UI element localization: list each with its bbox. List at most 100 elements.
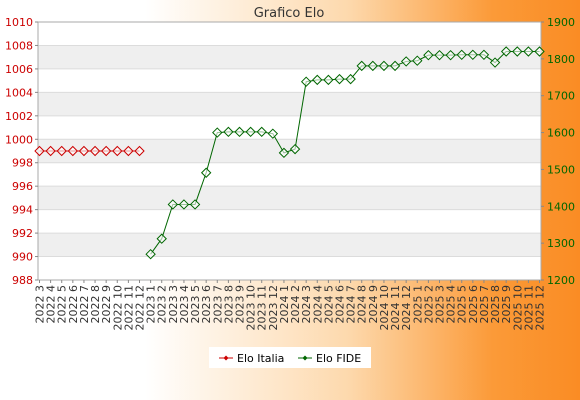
data-point bbox=[145, 248, 156, 260]
x-tick-label: 2023 3 bbox=[167, 285, 180, 324]
x-tick-label: 2024 2 bbox=[289, 285, 302, 324]
x-tick-label: 2024 11 bbox=[389, 285, 402, 331]
data-point bbox=[245, 126, 256, 138]
data-point bbox=[67, 145, 79, 157]
data-point bbox=[45, 145, 56, 157]
x-tick-label: 2024 9 bbox=[367, 285, 380, 324]
left-tick-label: 1008 bbox=[5, 39, 33, 52]
x-tick-label: 2022 4 bbox=[45, 285, 58, 324]
x-tick-label: 2025 8 bbox=[489, 285, 502, 324]
right-tick-label: 1900 bbox=[547, 16, 575, 29]
data-point bbox=[189, 199, 201, 210]
x-tick-label: 2022 10 bbox=[111, 285, 124, 331]
data-point bbox=[400, 56, 412, 67]
data-point bbox=[200, 167, 212, 178]
grid-band bbox=[38, 233, 541, 257]
x-tick-label: 2023 7 bbox=[211, 285, 224, 324]
data-point bbox=[489, 57, 501, 68]
legend-label: Elo FIDE bbox=[316, 352, 361, 365]
left-tick-label: 1004 bbox=[5, 86, 33, 99]
data-point bbox=[467, 49, 479, 61]
legend-box bbox=[209, 347, 371, 368]
left-tick-label: 992 bbox=[12, 227, 33, 240]
x-tick-label: 2024 1 bbox=[278, 285, 291, 324]
data-point bbox=[500, 46, 512, 57]
data-point bbox=[167, 199, 179, 210]
right-tick-label: 1700 bbox=[547, 90, 575, 103]
data-point bbox=[334, 73, 345, 85]
left-tick-label: 1006 bbox=[5, 63, 33, 76]
data-point bbox=[312, 74, 323, 86]
right-tick-label: 1300 bbox=[547, 237, 575, 250]
left-tick-label: 996 bbox=[12, 180, 33, 193]
x-tick-label: 2024 6 bbox=[334, 285, 347, 324]
x-tick-label: 2025 4 bbox=[445, 285, 458, 324]
data-point bbox=[423, 49, 434, 61]
left-tick-label: 1010 bbox=[5, 16, 33, 29]
grid-band bbox=[38, 92, 541, 116]
data-point bbox=[123, 145, 134, 157]
x-tick-label: 2025 10 bbox=[511, 285, 524, 331]
data-point bbox=[478, 49, 490, 61]
data-point bbox=[289, 143, 301, 155]
x-tick-label: 2023 5 bbox=[189, 285, 202, 324]
data-point bbox=[178, 199, 190, 210]
right-tick-label: 1400 bbox=[547, 200, 575, 213]
x-tick-label: 2023 11 bbox=[256, 285, 269, 331]
x-tick-label: 2024 5 bbox=[322, 285, 335, 324]
x-tick-label: 2025 2 bbox=[422, 285, 435, 324]
data-point bbox=[345, 73, 356, 85]
left-tick-label: 998 bbox=[12, 157, 33, 170]
x-tick-label: 2022 5 bbox=[56, 285, 69, 324]
legend-marker bbox=[223, 355, 229, 361]
data-point bbox=[412, 55, 423, 66]
data-point bbox=[112, 145, 123, 157]
right-tick-label: 1200 bbox=[547, 274, 575, 287]
data-point bbox=[267, 128, 279, 139]
right-tick-label: 1600 bbox=[547, 127, 575, 140]
grid-band bbox=[38, 45, 541, 69]
x-tick-label: 2022 3 bbox=[34, 285, 47, 324]
x-tick-label: 2022 11 bbox=[122, 285, 135, 331]
data-point bbox=[78, 145, 90, 157]
x-tick-label: 2022 6 bbox=[67, 285, 80, 324]
data-point bbox=[212, 127, 223, 138]
data-point bbox=[56, 145, 67, 157]
x-tick-label: 2023 6 bbox=[200, 285, 213, 324]
right-tick-label: 1800 bbox=[547, 53, 575, 66]
x-tick-label: 2024 3 bbox=[300, 285, 313, 324]
chart-title: Grafico Elo bbox=[254, 6, 325, 21]
data-point bbox=[156, 233, 167, 244]
series-0 bbox=[34, 145, 145, 157]
data-point bbox=[367, 60, 379, 72]
data-point bbox=[356, 60, 367, 72]
x-tick-label: 2025 1 bbox=[411, 285, 424, 324]
data-point bbox=[89, 145, 101, 157]
data-point bbox=[456, 49, 467, 61]
left-tick-label: 988 bbox=[12, 274, 33, 287]
data-point bbox=[378, 60, 390, 72]
series-1 bbox=[145, 46, 545, 260]
x-tick-label: 2023 9 bbox=[234, 285, 247, 324]
x-tick-label: 2025 12 bbox=[534, 285, 547, 331]
x-tick-label: 2024 10 bbox=[378, 285, 391, 331]
x-tick-label: 2025 9 bbox=[500, 285, 513, 324]
grid-band bbox=[38, 186, 541, 210]
left-tick-label: 990 bbox=[12, 251, 33, 264]
x-tick-label: 2023 8 bbox=[222, 285, 235, 324]
x-tick-label: 2024 12 bbox=[400, 285, 413, 331]
data-point bbox=[434, 49, 445, 61]
x-tick-label: 2024 4 bbox=[311, 285, 324, 324]
x-tick-label: 2023 4 bbox=[178, 285, 191, 324]
x-tick-label: 2023 1 bbox=[145, 285, 158, 324]
data-point bbox=[223, 126, 234, 138]
data-point bbox=[534, 46, 545, 57]
data-point bbox=[445, 49, 456, 61]
left-tick-label: 994 bbox=[12, 204, 33, 217]
data-point bbox=[323, 74, 334, 86]
data-point bbox=[523, 46, 534, 57]
x-tick-label: 2025 3 bbox=[434, 285, 447, 324]
data-point bbox=[389, 60, 401, 72]
